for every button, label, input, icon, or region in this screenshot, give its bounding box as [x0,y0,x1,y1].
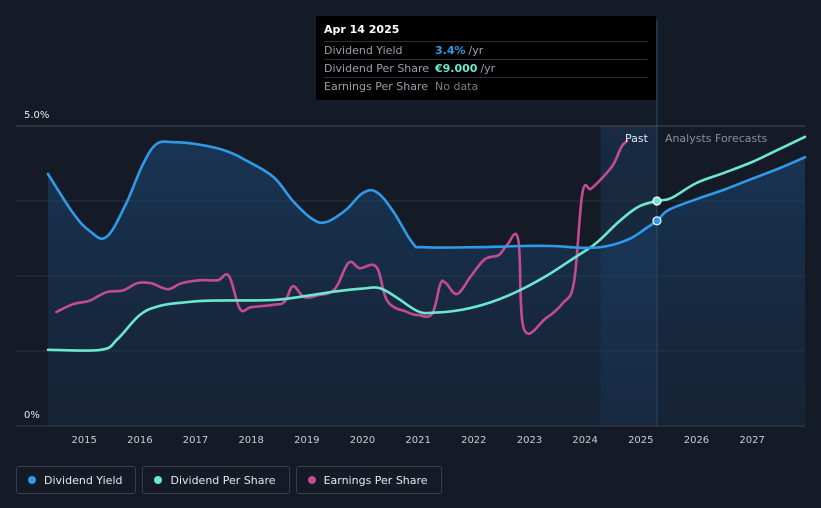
tooltip-row-dividend-yield: Dividend Yield 3.4% /yr [324,41,648,59]
y-tick-label-bottom: 0% [24,410,40,421]
legend-label: Dividend Yield [44,473,123,487]
x-tick-label: 2025 [628,435,653,446]
legend-item-dividend-yield[interactable]: Dividend Yield [16,466,137,494]
tooltip-label: Dividend Yield [324,44,403,57]
dividend-per-share-marker [652,196,662,206]
tooltip-unit: /yr [468,44,484,57]
earnings-per-share-line [55,139,629,335]
tooltip-row-dividend-per-share: Dividend Per Share €9.000 /yr [324,59,648,77]
dividend-per-share-dot-icon [154,476,163,484]
x-tick-label: 2018 [238,435,263,446]
tooltip-label: Earnings Per Share [324,80,429,93]
tooltip-value: No data [435,80,479,93]
legend-label: Dividend Per Share [170,473,276,487]
x-tick-label: 2015 [71,435,96,446]
forecast-label: Analysts Forecasts [665,132,768,145]
tooltip-row-earnings-per-share: Earnings Per Share No data [324,77,648,95]
x-tick-label: 2026 [684,435,709,446]
tooltip-label: Dividend Per Share [324,62,430,75]
legend-item-dividend-per-share[interactable]: Dividend Per Share [142,466,290,494]
tooltip-unit: /yr [480,62,496,75]
x-tick-label: 2019 [294,435,319,446]
x-tick-label: 2022 [461,435,486,446]
past-label: Past [625,132,649,145]
legend-item-earnings-per-share[interactable]: Earnings Per Share [295,466,442,494]
chart-legend: Dividend Yield Dividend Per Share Earnin… [16,466,442,494]
x-tick-label: 2017 [183,435,208,446]
x-tick-label: 2023 [517,435,542,446]
tooltip-value: 3.4% [435,44,466,57]
tooltip-date: Apr 14 2025 [324,23,400,36]
y-tick-label-top: 5.0% [24,110,49,121]
x-tick-label: 2020 [350,435,375,446]
dividend-yield-marker [652,216,662,226]
dividend-yield-dot-icon [28,476,36,484]
tooltip-value: €9.000 [435,62,478,75]
x-tick-label: 2016 [127,435,152,446]
dividend-per-share-line [46,135,807,352]
x-tick-label: 2021 [405,435,430,446]
x-tick-label: 2024 [572,435,597,446]
earnings-per-share-dot-icon [307,476,316,484]
x-tick-label: 2027 [739,435,764,446]
legend-label: Earnings Per Share [323,473,428,487]
data-tooltip: Apr 14 2025 Dividend Yield 3.4% /yr Divi… [316,16,656,100]
dividend-yield-area [48,141,805,426]
